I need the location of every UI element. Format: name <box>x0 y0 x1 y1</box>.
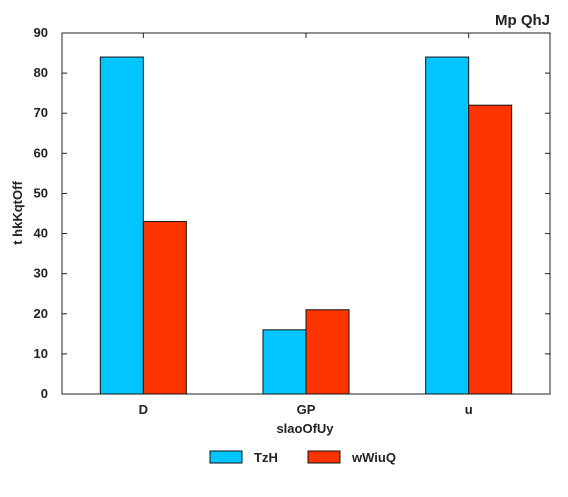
x-axis-title: slaoOfUy <box>276 421 334 436</box>
y-axis-title: t hkKqtOff <box>10 181 25 245</box>
y-tick-label: 80 <box>34 65 48 80</box>
y-tick-label: 50 <box>34 185 48 200</box>
legend-swatch-wWiuQ <box>307 450 341 464</box>
legend: TzH wWiuQ <box>209 450 396 465</box>
bar-wWiuQ-u <box>468 104 513 395</box>
legend-label-wWiuQ: wWiuQ <box>351 450 396 465</box>
y-tick-label: 60 <box>34 145 48 160</box>
bar-TzH-u <box>425 56 470 395</box>
y-tick-label: 40 <box>34 226 48 241</box>
x-tick-label: u <box>465 402 473 417</box>
y-tick-label: 70 <box>34 105 48 120</box>
y-tick-label: 90 <box>34 25 48 40</box>
legend-label-TzH: TzH <box>254 450 278 465</box>
plot-area: 0 10 20 30 40 50 60 70 80 90 D GP u <box>34 25 551 417</box>
bar-TzH-D <box>99 56 144 395</box>
y-tick-label: 30 <box>34 266 48 281</box>
bar-wWiuQ-D <box>142 221 187 395</box>
y-tick-label: 0 <box>41 386 48 401</box>
legend-swatch-TzH <box>209 450 243 464</box>
bar-wWiuQ-GP <box>305 309 350 395</box>
x-tick-label: GP <box>297 402 316 417</box>
x-tick-label: D <box>139 402 148 417</box>
chart-title: Mp QhJ <box>495 12 550 29</box>
y-tick-label: 20 <box>34 306 48 321</box>
y-tick-label: 10 <box>34 346 48 361</box>
bar-TzH-GP <box>262 329 307 395</box>
